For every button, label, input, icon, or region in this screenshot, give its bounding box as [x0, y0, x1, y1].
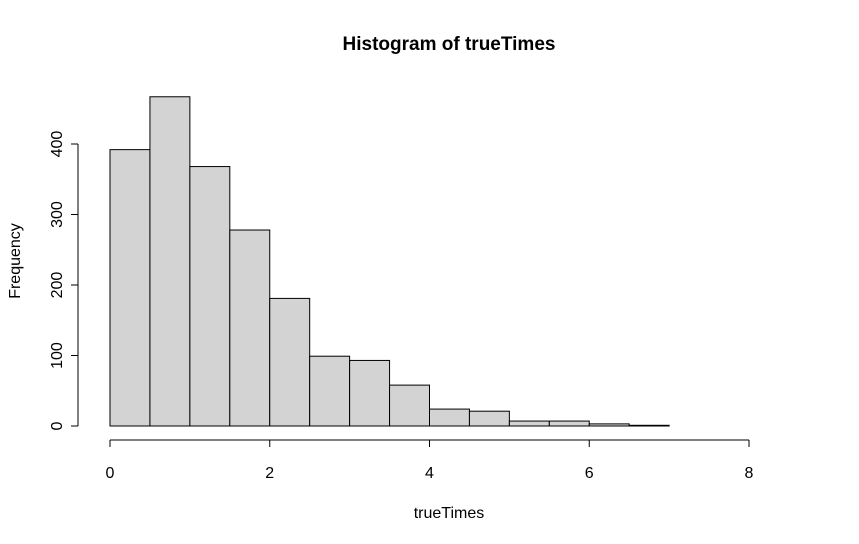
histogram-bar	[389, 384, 430, 427]
histogram-bar	[429, 408, 470, 427]
x-tick-label: 8	[745, 465, 754, 482]
histogram-bar	[628, 424, 670, 427]
bars-group	[109, 96, 670, 427]
histogram-bar	[189, 166, 231, 427]
y-tick-label: 100	[49, 342, 66, 369]
x-tick-label: 4	[425, 465, 434, 482]
chart-title: Histogram of trueTimes	[343, 34, 556, 55]
y-tick-label: 200	[49, 272, 66, 299]
histogram-bar	[508, 420, 550, 427]
x-tick-label: 2	[265, 465, 274, 482]
histogram-bar	[548, 420, 590, 427]
x-tick-label: 0	[106, 465, 115, 482]
x-tick-label: 6	[585, 465, 594, 482]
histogram-bar	[149, 96, 191, 427]
y-tick-label: 400	[49, 131, 66, 158]
y-tick-label: 300	[49, 201, 66, 228]
histogram-bar	[269, 297, 311, 427]
y-axis-label: Frequency	[7, 223, 24, 299]
x-axis-label: trueTimes	[414, 505, 485, 522]
histogram-bar	[309, 355, 351, 427]
histogram-bar	[109, 149, 151, 427]
histogram-bar	[229, 229, 271, 427]
histogram-bar	[349, 359, 391, 427]
x-axis: 0 2 4 6 8	[106, 439, 754, 482]
histogram-bar	[468, 410, 510, 427]
y-tick-label: 0	[49, 421, 66, 430]
histogram-bar	[588, 423, 630, 427]
y-axis: 0 100 200 300 400	[49, 131, 79, 430]
